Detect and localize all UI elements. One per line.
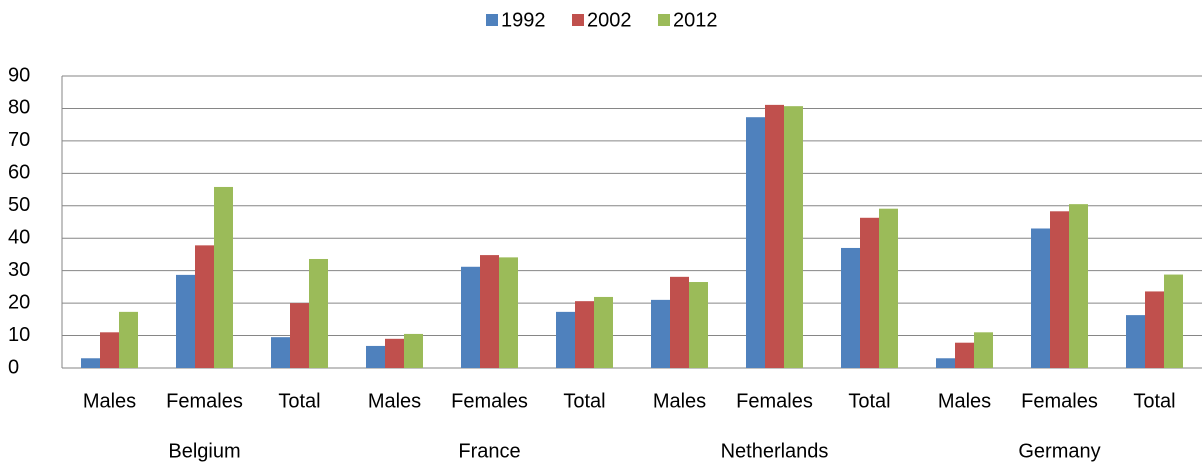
bar	[651, 299, 670, 368]
bar	[119, 311, 138, 368]
bar	[689, 282, 708, 368]
group-label: Netherlands	[721, 440, 829, 462]
bar	[461, 266, 480, 368]
bar	[499, 257, 518, 368]
bar	[974, 332, 993, 368]
bar	[556, 311, 575, 368]
x-tick-label: Males	[83, 390, 136, 412]
y-tick-label: 50	[8, 194, 30, 216]
bar	[784, 106, 803, 368]
y-tick-label: 60	[8, 162, 30, 184]
bar	[1145, 291, 1164, 368]
y-tick-label: 20	[8, 291, 30, 313]
y-tick-label: 30	[8, 259, 30, 281]
y-tick-label: 40	[8, 227, 30, 249]
legend-label: 2012	[673, 9, 718, 31]
bar	[765, 104, 784, 369]
x-tick-label: Total	[1133, 390, 1175, 412]
bar	[366, 345, 385, 368]
bar	[195, 245, 214, 368]
bar	[1031, 228, 1050, 368]
bar	[480, 255, 499, 368]
group-label: Germany	[1018, 440, 1100, 462]
bar	[841, 247, 860, 368]
x-tick-label: Total	[848, 390, 890, 412]
bar	[385, 338, 404, 368]
legend-swatch	[572, 14, 584, 26]
x-tick-label: Males	[938, 390, 991, 412]
bar	[746, 117, 765, 369]
y-tick-label: 10	[8, 324, 30, 346]
y-tick-label: 90	[8, 64, 30, 86]
bar	[309, 258, 328, 368]
bar	[670, 276, 689, 368]
legend-label: 2002	[587, 9, 632, 31]
x-tick-label: Females	[166, 390, 243, 412]
bar	[1164, 274, 1183, 368]
bar	[879, 208, 898, 368]
y-tick-label: 0	[8, 356, 19, 378]
bar	[860, 217, 879, 368]
bar	[1050, 211, 1069, 368]
bar	[81, 358, 100, 368]
bar	[214, 186, 233, 368]
bar	[290, 303, 309, 368]
bar	[1069, 204, 1088, 368]
bar	[575, 301, 594, 368]
bar	[176, 274, 195, 368]
bar	[271, 337, 290, 368]
bar	[955, 342, 974, 368]
legend-swatch	[486, 14, 498, 26]
x-tick-label: Total	[563, 390, 605, 412]
x-tick-label: Females	[1021, 390, 1098, 412]
legend-label: 1992	[501, 9, 546, 31]
bar	[404, 333, 423, 368]
bar	[936, 358, 955, 368]
x-tick-label: Females	[451, 390, 528, 412]
x-tick-label: Males	[653, 390, 706, 412]
x-tick-label: Total	[278, 390, 320, 412]
x-tick-label: Females	[736, 390, 813, 412]
legend-swatch	[658, 14, 670, 26]
x-tick-label: Males	[368, 390, 421, 412]
bar	[594, 296, 613, 368]
bar	[1126, 315, 1145, 368]
y-tick-label: 80	[8, 97, 30, 119]
y-tick-label: 70	[8, 129, 30, 151]
group-label: Belgium	[168, 440, 240, 462]
group-label: France	[458, 440, 520, 462]
bar	[100, 332, 119, 368]
